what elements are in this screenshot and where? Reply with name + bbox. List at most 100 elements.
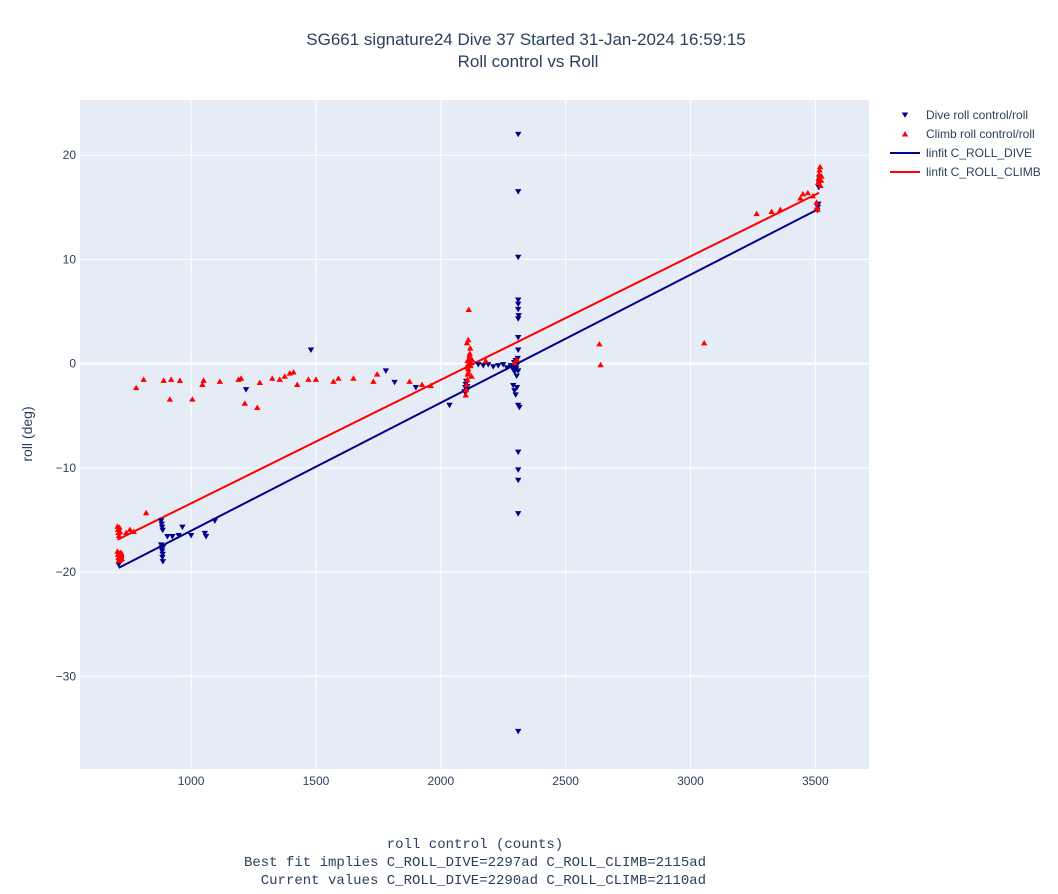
- dive-point: [382, 368, 390, 374]
- legend-entry-0[interactable]: Dive roll control/roll: [926, 108, 1028, 122]
- climb-point: [596, 340, 603, 347]
- climb-point: [597, 361, 604, 368]
- climb-point: [813, 199, 820, 205]
- dive-point: [480, 363, 487, 369]
- climb-point: [482, 357, 489, 364]
- climb-point: [816, 163, 824, 170]
- climb-point: [237, 375, 245, 381]
- climb-point: [814, 206, 821, 212]
- dive-point: [187, 533, 195, 539]
- x-axis-caption: roll control (counts) Best fit implies C…: [0, 836, 950, 890]
- climb-point: [290, 369, 297, 375]
- legend-entry-2[interactable]: linfit C_ROLL_DIVE: [926, 146, 1032, 160]
- dive-point: [179, 524, 186, 531]
- climb-point: [116, 528, 124, 534]
- climb-point: [130, 528, 137, 534]
- dive-point: [514, 335, 522, 341]
- dive-point: [514, 189, 522, 195]
- climb-point: [467, 359, 475, 366]
- climb-point: [427, 382, 435, 389]
- climb-point: [200, 377, 207, 383]
- climb-point: [753, 210, 760, 217]
- y-tick-label: −20: [56, 565, 77, 579]
- climb-point: [335, 375, 342, 381]
- best-fit-note: Best fit implies C_ROLL_DIVE=2297ad C_RO…: [243, 855, 707, 871]
- climb-point: [373, 371, 381, 377]
- y-tick-label: 0: [69, 357, 76, 371]
- dive-point: [446, 402, 453, 409]
- climb-point: [199, 381, 206, 388]
- dive-point: [412, 385, 420, 391]
- legend-entry-3[interactable]: linfit C_ROLL_CLIMB: [926, 165, 1041, 179]
- climb-point: [511, 359, 518, 366]
- climb-point: [276, 376, 283, 382]
- climb-point: [467, 345, 474, 351]
- plot-area[interactable]: [80, 100, 869, 769]
- dive-point: [510, 382, 517, 389]
- climb-point: [468, 356, 476, 363]
- legend-entry-1[interactable]: Climb roll control/roll: [926, 127, 1035, 141]
- dive-point: [158, 521, 165, 527]
- dive-point: [514, 297, 522, 303]
- dive-point: [514, 728, 522, 735]
- climb-point: [122, 529, 130, 536]
- dive-point: [307, 347, 315, 353]
- dive-point: [512, 392, 519, 398]
- x-tick-label: 2500: [552, 774, 579, 788]
- y-tick-label: 10: [63, 252, 77, 266]
- climb-point: [176, 377, 184, 383]
- climb-point: [140, 376, 147, 382]
- legend-swatch-0: [901, 112, 909, 118]
- x-tick-label: 1500: [303, 774, 330, 788]
- climb-point: [768, 208, 775, 215]
- current-values-note: Current values C_ROLL_DIVE=2290ad C_ROLL…: [243, 873, 707, 889]
- dive-point: [159, 551, 166, 558]
- dive-point: [159, 527, 166, 534]
- dive-point: [202, 534, 210, 540]
- climb-point: [254, 404, 261, 410]
- dive-point: [164, 534, 171, 540]
- dive-point: [159, 559, 167, 565]
- dive-point: [514, 368, 522, 374]
- climb-point: [166, 396, 174, 402]
- climb-point: [463, 339, 471, 346]
- dive-point: [514, 449, 522, 456]
- climb-point: [294, 381, 301, 388]
- climb-point: [468, 373, 475, 379]
- climb-point: [132, 384, 140, 391]
- climb-point: [463, 386, 470, 393]
- climb-point: [305, 376, 312, 382]
- climb-point: [160, 377, 167, 383]
- dive-point: [513, 373, 520, 380]
- climb-point: [465, 336, 472, 343]
- dive-point: [169, 534, 176, 540]
- climb-point: [817, 177, 825, 183]
- climb-point: [330, 378, 337, 384]
- climb-point: [117, 549, 125, 555]
- dive-point: [514, 316, 522, 322]
- climb-point: [406, 378, 413, 384]
- climb-point: [312, 376, 320, 382]
- x-tick-label: 3000: [677, 774, 704, 788]
- dive-point: [514, 306, 522, 313]
- dive-point: [115, 562, 122, 568]
- dive-point: [514, 467, 522, 473]
- dive-point: [514, 254, 522, 261]
- climb-point: [216, 378, 224, 384]
- dive-point: [503, 365, 511, 371]
- climb-point: [115, 532, 123, 539]
- climb-point: [116, 524, 123, 530]
- y-tick-label: −30: [56, 669, 77, 683]
- climb-point: [126, 526, 134, 532]
- dive-point: [514, 131, 522, 138]
- climb-point: [418, 381, 426, 388]
- climb-point: [118, 552, 125, 558]
- climb-point: [167, 376, 175, 382]
- dive-point: [514, 347, 522, 353]
- dive-point: [242, 387, 250, 393]
- y-tick-label: 20: [63, 148, 77, 162]
- dive-point: [495, 363, 502, 369]
- dive-point: [391, 379, 398, 386]
- dive-point: [516, 404, 523, 411]
- dive-point: [201, 530, 209, 537]
